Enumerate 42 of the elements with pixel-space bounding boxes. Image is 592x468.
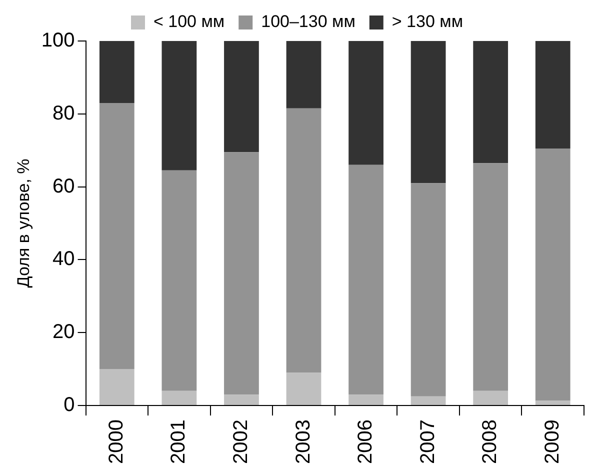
bar (410, 183, 446, 396)
bar (286, 41, 322, 108)
bar (99, 369, 134, 406)
bar (473, 390, 508, 406)
bar (99, 41, 134, 103)
bar (410, 41, 446, 184)
bar (224, 394, 259, 406)
y-tick-label: 20 (52, 321, 75, 344)
bar (162, 390, 197, 406)
y-tick-label: 0 (64, 394, 75, 416)
bar (224, 152, 259, 395)
bar (473, 163, 508, 391)
x-tick-label: 2001 (168, 420, 190, 464)
bar (99, 102, 134, 370)
bar (348, 394, 384, 406)
legend-label: < 100 мм (153, 12, 225, 32)
bar (348, 164, 384, 395)
legend-label: 100–130 мм (261, 12, 356, 32)
x-tick-label: 2006 (354, 420, 377, 464)
x-tick-label: 2008 (479, 420, 502, 464)
bar (286, 372, 322, 406)
x-tick-label: 2009 (541, 420, 564, 464)
bar (348, 41, 384, 165)
y-axis-title: Доля в улове, % (14, 158, 33, 288)
bar (473, 41, 508, 164)
legend-label: > 130 мм (392, 12, 464, 32)
bar (535, 41, 570, 149)
bar (410, 396, 446, 406)
bar (162, 170, 197, 391)
x-tick-label: 2002 (230, 420, 252, 464)
bar (535, 148, 570, 401)
bar (535, 400, 570, 406)
x-tick-label: 2003 (292, 420, 314, 464)
y-tick-label: 80 (52, 102, 75, 124)
bar (162, 41, 197, 170)
y-tick-label: 40 (52, 248, 75, 270)
x-tick-label: 2007 (416, 420, 439, 464)
y-tick-label: 100 (41, 30, 75, 52)
x-tick-label: 2000 (105, 420, 128, 464)
bar (286, 108, 322, 373)
bar (224, 41, 259, 152)
y-tick-label: 60 (52, 175, 75, 198)
